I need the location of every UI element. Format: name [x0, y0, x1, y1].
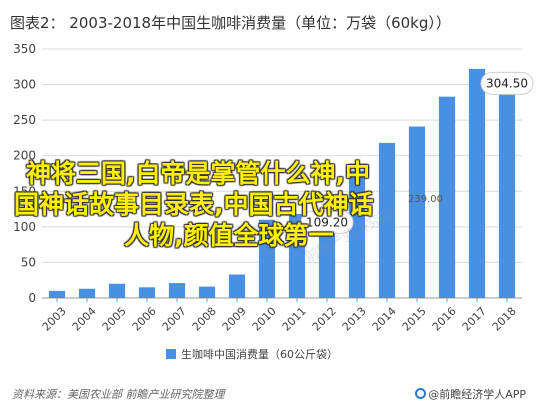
- y-tick-label: 50: [21, 255, 36, 269]
- bar-2009: [228, 274, 246, 298]
- brand-logo-icon: [415, 388, 427, 399]
- x-tick-label: 2015: [400, 305, 429, 334]
- legend-swatch: [166, 349, 176, 359]
- y-axis: 0 50 100 150 200 250 300 350: [13, 42, 36, 305]
- x-tick-label: 2006: [130, 305, 159, 334]
- bar-2011: [288, 214, 306, 298]
- x-tick-label: 2004: [70, 305, 99, 334]
- data-label-bg: [480, 71, 534, 95]
- bars: [48, 68, 516, 299]
- bar-2007: [168, 283, 186, 298]
- x-tick-label: 2009: [220, 305, 249, 334]
- y-tick-label: 300: [13, 78, 36, 92]
- data-labels: 109.20 304.50: [300, 71, 534, 234]
- x-tick-label: 2011: [280, 305, 309, 334]
- bar-2004: [78, 288, 96, 298]
- y-tick-label: 250: [13, 113, 36, 127]
- overlay-caption: 神将三国,白帝是掌管什么神,中 国神话故事目录表,中国古代神话 人物,颜值全球第…: [14, 158, 524, 251]
- x-tick-label: 2007: [160, 305, 189, 334]
- bar-2003: [48, 290, 66, 298]
- x-tick-label: 2014: [370, 305, 399, 334]
- x-tick-label: 2016: [430, 305, 459, 334]
- data-label-bg: [300, 210, 354, 234]
- overlay-line-2: 国神话故事目录表,中国古代神话: [14, 190, 374, 219]
- x-tick-label: 2008: [190, 305, 219, 334]
- data-label-text: 304.50: [486, 76, 528, 90]
- page-title: 图表2： 2003-2018年中国生咖啡消费量（单位：万袋（60kg））: [10, 14, 451, 32]
- y-tick-label: 150: [13, 184, 36, 198]
- brand-text: @前瞻经济学人APP: [428, 388, 526, 401]
- x-tick-label: 2005: [100, 305, 129, 334]
- y-tick-label: 350: [13, 42, 36, 56]
- x-tick-label: 2012: [310, 305, 339, 334]
- bar-2010: [258, 219, 276, 298]
- data-label-2012: 109.20: [300, 210, 354, 234]
- legend-label: 生咖啡中国消费量（60公斤袋）: [181, 347, 338, 361]
- y-tick-label: 0: [28, 291, 36, 305]
- bar-2016: [438, 96, 456, 298]
- x-axis: 2003 2004 2005 2006 2007 2008 2009 2010 2011 2012…: [40, 298, 519, 334]
- bar-2017: [468, 68, 486, 298]
- y-tick-label: 200: [13, 149, 36, 163]
- x-tick-label: 2003: [40, 305, 69, 334]
- bar-2018: [498, 81, 516, 299]
- x-tick-label: 2010: [250, 305, 279, 334]
- bar-2012: [318, 220, 336, 298]
- x-tick-label: 2017: [460, 305, 489, 334]
- bar-2014: [378, 142, 396, 298]
- bar-2008: [198, 286, 216, 298]
- overlay-line-1: 神将三国,白帝是掌管什么神,中: [26, 159, 370, 188]
- y-tick-label: 100: [13, 220, 36, 234]
- brand-label: @前瞻经济学人APP: [415, 386, 526, 402]
- legend: 生咖啡中国消费量（60公斤袋）: [166, 347, 338, 361]
- x-tick-label: 2018: [490, 305, 519, 334]
- x-tick-label: 2013: [340, 305, 369, 334]
- data-label-2018: 304.50: [480, 71, 534, 95]
- bar-2013: [348, 170, 366, 298]
- bar-2015: [408, 126, 426, 298]
- partial-label: 239.00: [408, 194, 443, 205]
- data-label-text: 109.20: [306, 215, 348, 229]
- bar-2006: [138, 287, 156, 298]
- overlay-line-3: 人物,颜值全球第一: [124, 221, 334, 250]
- bar-2005: [108, 283, 126, 298]
- source-note: 资料来源：美国农业部 前瞻产业研究院整理: [12, 388, 225, 401]
